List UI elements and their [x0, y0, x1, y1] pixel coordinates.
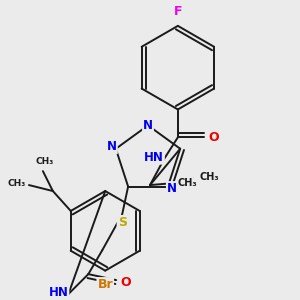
Text: N: N	[143, 119, 153, 132]
Text: CH₃: CH₃	[200, 172, 220, 182]
Text: F: F	[174, 5, 182, 18]
Text: N: N	[167, 182, 177, 195]
Text: HN: HN	[144, 151, 164, 164]
Text: HN: HN	[49, 286, 68, 298]
Text: S: S	[118, 216, 127, 229]
Text: O: O	[121, 276, 131, 289]
Text: Br: Br	[98, 278, 113, 291]
Text: O: O	[208, 131, 219, 144]
Text: CH₃: CH₃	[8, 178, 26, 188]
Text: N: N	[107, 140, 117, 153]
Text: CH₃: CH₃	[178, 178, 198, 188]
Text: CH₃: CH₃	[36, 157, 54, 166]
